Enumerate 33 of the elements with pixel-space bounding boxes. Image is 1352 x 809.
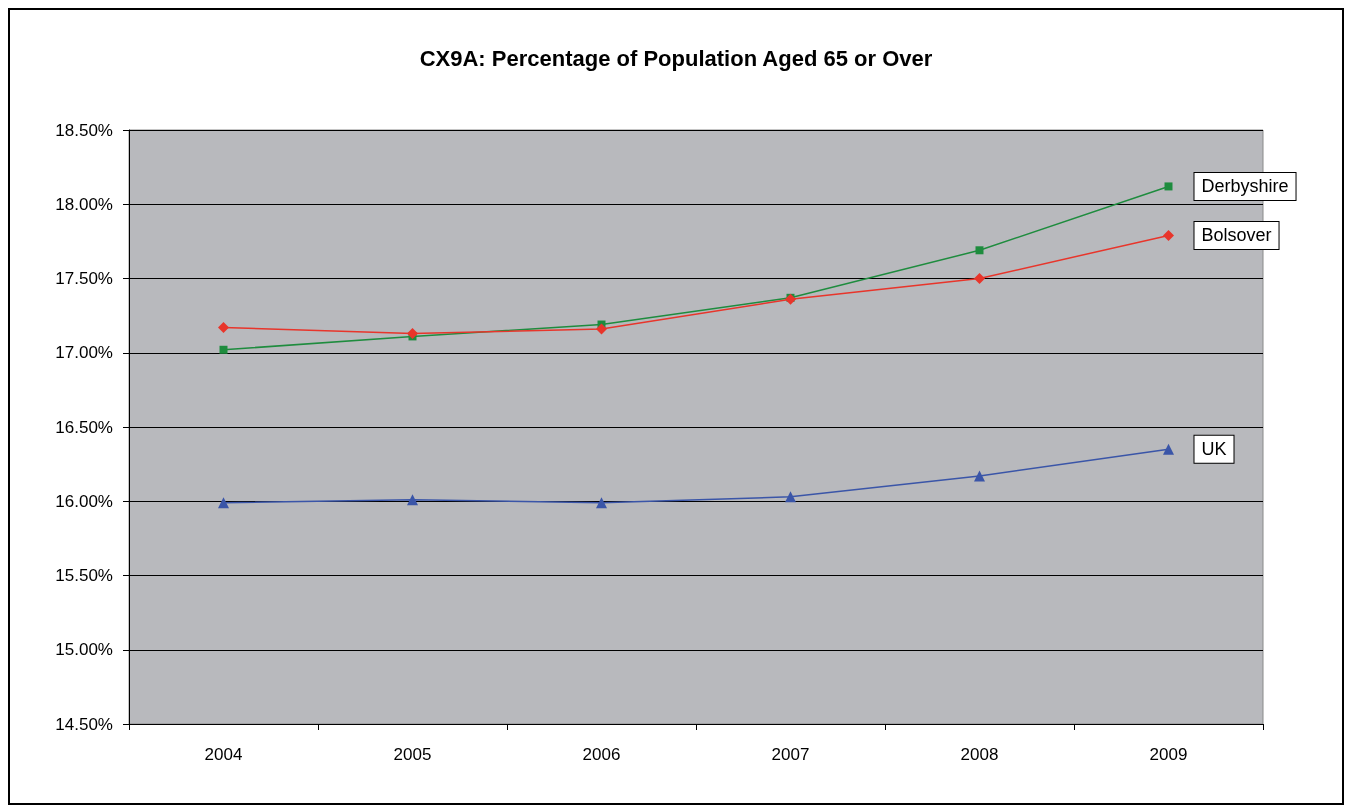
x-tick-label: 2004 bbox=[204, 745, 243, 764]
series-label: Derbyshire bbox=[1201, 176, 1289, 197]
point bbox=[1164, 182, 1173, 191]
y-tick-label: 16.50% bbox=[55, 417, 113, 437]
y-tick-label: 15.50% bbox=[55, 566, 113, 585]
y-tick-label: 16.00% bbox=[55, 491, 113, 511]
y-tick-label: 18.50% bbox=[55, 120, 113, 140]
y-tick-label: 15.00% bbox=[55, 640, 113, 660]
point bbox=[785, 491, 796, 503]
point bbox=[596, 497, 607, 509]
point bbox=[1163, 443, 1174, 455]
y-tick-label: 17.50% bbox=[55, 269, 113, 288]
x-tick-label: 2005 bbox=[393, 745, 432, 764]
y-tick-label: 14.50% bbox=[55, 714, 113, 734]
point bbox=[974, 273, 985, 284]
series-label: Bolsover bbox=[1201, 225, 1272, 246]
series-label: UK bbox=[1201, 439, 1227, 460]
y-tick-label: 18.00% bbox=[55, 194, 113, 214]
x-tick-label: 2006 bbox=[582, 745, 621, 764]
point bbox=[219, 345, 228, 354]
point bbox=[218, 497, 229, 509]
point bbox=[1163, 229, 1174, 241]
point bbox=[975, 246, 984, 255]
point bbox=[218, 322, 229, 334]
point bbox=[596, 323, 607, 335]
x-tick-label: 2008 bbox=[960, 745, 999, 764]
point bbox=[407, 327, 418, 339]
y-tick-label: 17.00% bbox=[55, 343, 113, 363]
x-tick-label: 2009 bbox=[1149, 745, 1188, 764]
x-tick-label: 2007 bbox=[771, 745, 810, 764]
point bbox=[974, 470, 985, 482]
point bbox=[407, 494, 418, 506]
chart-title: CX9A: Percentage of Population Aged 65 or Over bbox=[419, 45, 933, 71]
